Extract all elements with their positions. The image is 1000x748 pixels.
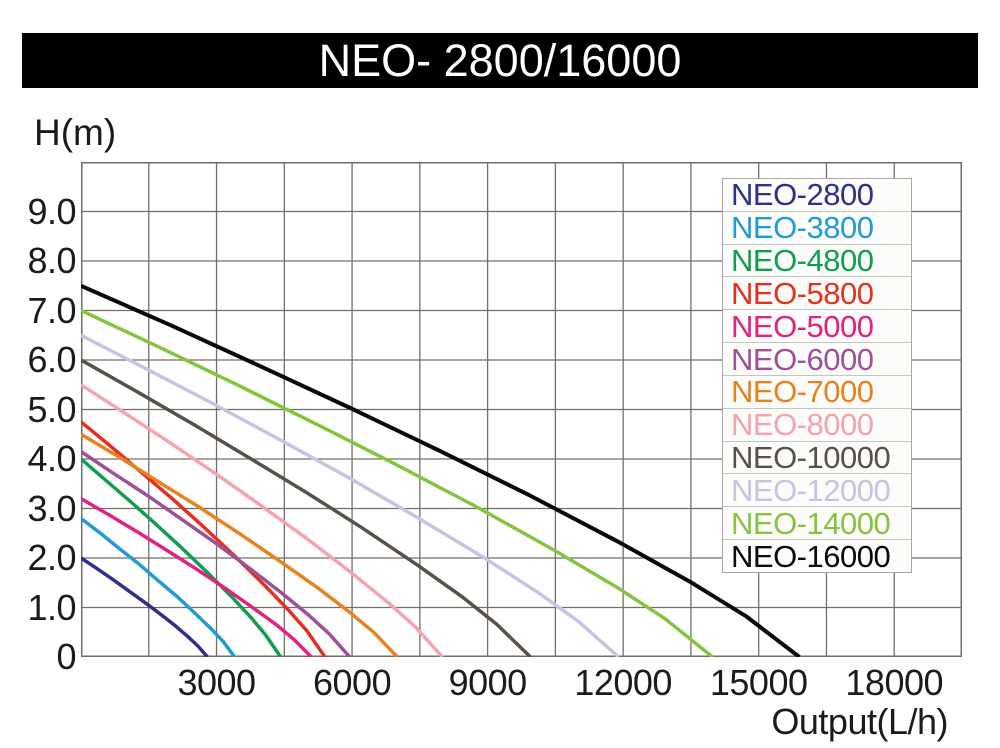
curve-neo-14000 [81, 308, 714, 657]
legend-label: NEO-6000 [731, 341, 874, 377]
legend-item: NEO-8000 [723, 407, 911, 443]
x-tick-label: 18000 [845, 662, 944, 703]
y-tick-label: 5.0 [27, 388, 76, 430]
curve-neo-4800 [81, 457, 283, 657]
legend-label: NEO-14000 [731, 505, 891, 541]
x-tick-label: 3000 [177, 662, 256, 703]
curve-neo-5000 [81, 497, 313, 657]
y-tick-label: 3.0 [27, 487, 76, 529]
legend-item: NEO-4800 [723, 243, 911, 279]
legend-label: NEO-5800 [731, 275, 874, 311]
x-tick-label: 15000 [709, 662, 808, 703]
legend-label: NEO-7000 [731, 374, 874, 410]
x-tick-label: 6000 [313, 662, 392, 703]
legend-label: NEO-4800 [731, 243, 874, 279]
title-bar: NEO- 2800/16000 [22, 33, 978, 88]
x-tick-label: 9000 [448, 662, 528, 703]
curve-neo-2800 [81, 556, 209, 657]
y-tick-label: 0 [56, 636, 76, 677]
x-tick-label: 12000 [574, 662, 672, 703]
curve-neo-10000 [81, 358, 532, 657]
y-tick-label: 6.0 [27, 339, 76, 380]
plot-border [81, 162, 962, 657]
legend-item: NEO-5000 [723, 308, 911, 344]
legend-label: NEO-12000 [731, 472, 891, 508]
y-tick-label: 1.0 [27, 586, 76, 628]
y-axis-title: H(m) [34, 112, 117, 153]
curve-neo-3800 [81, 517, 237, 657]
legend-item: NEO-10000 [723, 440, 911, 476]
y-tick-label: 4.0 [27, 438, 76, 479]
curve-neo-7000 [81, 432, 399, 657]
legend-label: NEO-3800 [731, 210, 874, 246]
legend-label: NEO-2800 [731, 177, 874, 213]
legend-item: NEO-5800 [723, 275, 911, 311]
legend-item: NEO-12000 [723, 472, 911, 508]
y-tick-label: 8.0 [27, 240, 76, 281]
legend-item: NEO-16000 [723, 540, 911, 572]
x-axis-title: Output(L/h) [771, 701, 948, 742]
legend-item: NEO-14000 [723, 505, 911, 541]
legend: NEO-2800 NEO-3800 NEO-4800 NEO-5800 NEO-5000… [722, 178, 912, 573]
curve-neo-16000 [81, 283, 801, 657]
legend-item: NEO-7000 [723, 374, 911, 410]
legend-item: NEO-3800 [723, 210, 911, 246]
chart-title: NEO- 2800/16000 [318, 35, 682, 86]
legend-label: NEO-10000 [731, 440, 891, 476]
y-tick-label: 2.0 [27, 537, 76, 578]
legend-item: NEO-6000 [723, 343, 911, 376]
legend-label: NEO-5000 [731, 308, 874, 344]
legend-label: NEO-8000 [731, 407, 874, 443]
legend-label: NEO-16000 [731, 538, 891, 574]
legend-item: NEO-2800 [723, 179, 911, 212]
y-tick-label: 9.0 [27, 190, 76, 232]
curve-neo-12000 [81, 333, 620, 657]
curve-neo-8000 [81, 383, 444, 657]
curve-neo-6000 [81, 450, 352, 657]
y-tick-label: 7.0 [27, 289, 76, 331]
